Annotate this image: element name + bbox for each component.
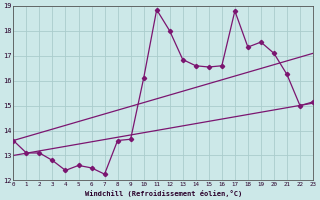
X-axis label: Windchill (Refroidissement éolien,°C): Windchill (Refroidissement éolien,°C) <box>84 190 242 197</box>
